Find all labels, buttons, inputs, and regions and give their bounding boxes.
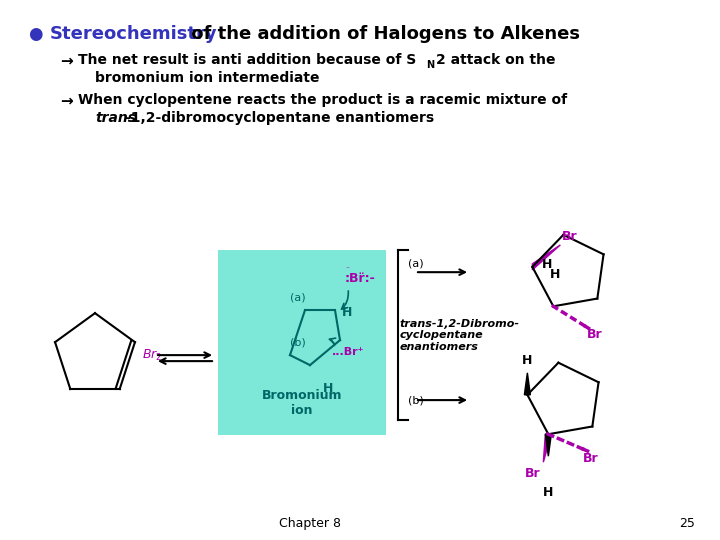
Polygon shape xyxy=(544,434,552,462)
Text: Br: Br xyxy=(583,452,599,465)
Text: :Br̈:-: :Br̈:- xyxy=(345,272,376,285)
Text: -1,2-dibromocyclopentane enantiomers: -1,2-dibromocyclopentane enantiomers xyxy=(125,111,434,125)
Text: bromonium ion intermediate: bromonium ion intermediate xyxy=(95,71,320,85)
Text: trans-1,2-Dibromo-
cyclopentane
enantiomers: trans-1,2-Dibromo- cyclopentane enantiom… xyxy=(400,319,520,352)
Text: H: H xyxy=(542,259,553,272)
Text: Br: Br xyxy=(526,467,541,480)
Text: Br: Br xyxy=(562,230,578,243)
Text: H: H xyxy=(543,486,554,499)
Polygon shape xyxy=(524,373,531,395)
Text: ¨: ¨ xyxy=(345,267,349,276)
Text: trans: trans xyxy=(95,111,136,125)
Polygon shape xyxy=(532,245,560,270)
Text: H: H xyxy=(550,268,561,281)
Text: (a): (a) xyxy=(290,292,306,302)
Text: (a): (a) xyxy=(408,258,423,268)
Text: $Br_2$: $Br_2$ xyxy=(142,348,162,363)
Text: 25: 25 xyxy=(679,517,695,530)
Text: When cyclopentene reacts the product is a racemic mixture of: When cyclopentene reacts the product is … xyxy=(78,93,567,107)
Text: ●: ● xyxy=(28,25,42,43)
Text: N: N xyxy=(426,60,434,70)
Text: ...Br⁺: ...Br⁺ xyxy=(332,347,364,357)
Text: (b): (b) xyxy=(290,337,306,347)
Text: →: → xyxy=(60,53,73,68)
Text: H: H xyxy=(342,306,352,319)
FancyBboxPatch shape xyxy=(218,250,386,435)
Text: Bromonium
ion: Bromonium ion xyxy=(262,389,342,417)
Text: Chapter 8: Chapter 8 xyxy=(279,517,341,530)
Text: Br: Br xyxy=(588,328,603,341)
Text: Stereochemistry: Stereochemistry xyxy=(50,25,217,43)
Text: →: → xyxy=(60,93,73,108)
Text: H: H xyxy=(522,354,533,367)
Polygon shape xyxy=(545,434,552,456)
Text: of the addition of Halogens to Alkenes: of the addition of Halogens to Alkenes xyxy=(185,25,580,43)
Text: H: H xyxy=(323,382,333,395)
Text: 2 attack on the: 2 attack on the xyxy=(436,53,556,67)
Text: The net result is anti addition because of S: The net result is anti addition because … xyxy=(78,53,416,67)
Text: (b): (b) xyxy=(408,395,424,405)
